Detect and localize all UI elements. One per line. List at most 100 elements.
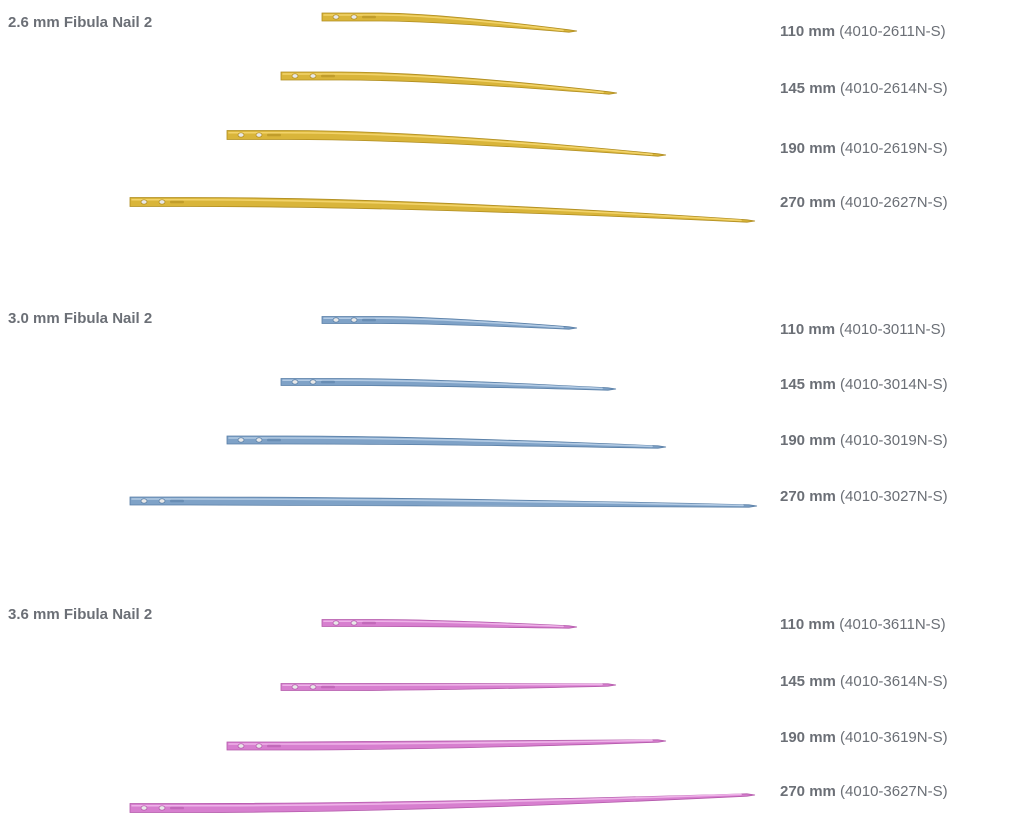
screw-hole [140, 805, 148, 811]
nail-highlight [323, 317, 564, 329]
nail-length: 110 mm [780, 23, 836, 40]
size-label: 110 mm (4010-3011N-S) [780, 321, 946, 338]
part-number: (4010-2611N-S) [839, 23, 946, 40]
nail-length: 270 mm [780, 194, 836, 211]
size-label: 270 mm (4010-2627N-S) [780, 194, 948, 211]
screw-hole [158, 498, 166, 504]
nail-body [226, 435, 667, 449]
nail-highlight [228, 131, 653, 156]
part-number: (4010-3011N-S) [839, 321, 946, 338]
nail-length: 145 mm [780, 673, 836, 690]
fibula-nail [321, 12, 578, 33]
screw-hole [140, 498, 148, 504]
nail-slot [362, 318, 376, 322]
nail-highlight [228, 739, 653, 745]
nail-body [280, 378, 617, 391]
nail-length: 145 mm [780, 376, 836, 393]
part-number: (4010-3027N-S) [840, 488, 948, 505]
screw-hole [140, 199, 148, 205]
size-label: 270 mm (4010-3627N-S) [780, 783, 948, 800]
fibula-nail [226, 435, 667, 449]
fibula-nail [280, 71, 618, 95]
part-number: (4010-3014N-S) [840, 376, 948, 393]
nail-slot [170, 806, 184, 810]
size-label: 190 mm (4010-3019N-S) [780, 432, 948, 449]
screw-hole [237, 743, 245, 749]
nail-highlight [282, 683, 603, 687]
nail-body [280, 71, 618, 95]
nail-slot [267, 133, 281, 137]
screw-hole [350, 317, 358, 323]
nail-slot [170, 200, 184, 204]
nail-length: 145 mm [780, 80, 836, 97]
screw-hole [255, 132, 263, 138]
nail-body [226, 130, 667, 157]
size-label: 145 mm (4010-3614N-S) [780, 673, 948, 690]
nail-slot [267, 744, 281, 748]
nail-slot [362, 621, 376, 625]
size-label: 270 mm (4010-3027N-S) [780, 488, 948, 505]
size-label: 190 mm (4010-3619N-S) [780, 729, 948, 746]
nail-highlight [131, 793, 742, 807]
size-label: 145 mm (4010-2614N-S) [780, 80, 948, 97]
nail-highlight [323, 14, 564, 32]
fibula-nail [280, 378, 617, 391]
screw-hole [309, 73, 317, 79]
group-title-3-6mm: 3.6 mm Fibula Nail 2 [8, 606, 153, 623]
nail-length: 270 mm [780, 783, 836, 800]
size-label: 145 mm (4010-3014N-S) [780, 376, 948, 393]
screw-hole [291, 379, 299, 385]
fibula-nail [321, 316, 578, 330]
nail-body [321, 12, 578, 33]
screw-hole [350, 620, 358, 626]
screw-hole [158, 805, 166, 811]
nail-slot [362, 15, 376, 19]
nail-slot [321, 685, 335, 689]
part-number: (4010-3619N-S) [840, 729, 948, 746]
screw-hole [255, 743, 263, 749]
fibula-nail [321, 619, 578, 629]
screw-hole [237, 437, 245, 443]
part-number: (4010-2619N-S) [840, 140, 948, 157]
nail-body [321, 316, 578, 330]
part-number: (4010-2614N-S) [840, 80, 948, 97]
screw-hole [332, 14, 340, 20]
fibula-nail [280, 683, 617, 691]
fibula-nail [129, 197, 756, 223]
nail-length: 110 mm [780, 616, 836, 633]
nail-highlight [282, 73, 604, 94]
nail-slot [321, 380, 335, 384]
nail-length: 110 mm [780, 321, 836, 338]
nail-highlight [131, 498, 744, 507]
screw-hole [332, 317, 340, 323]
screw-hole [158, 199, 166, 205]
group-title-2-6mm: 2.6 mm Fibula Nail 2 [8, 14, 153, 31]
screw-hole [291, 684, 299, 690]
part-number: (4010-3019N-S) [840, 432, 948, 449]
screw-hole [237, 132, 245, 138]
part-number: (4010-3611N-S) [839, 616, 946, 633]
nail-length: 190 mm [780, 140, 836, 157]
screw-hole [332, 620, 340, 626]
nail-length: 190 mm [780, 729, 836, 746]
group-title-3-0mm: 3.0 mm Fibula Nail 2 [8, 310, 153, 327]
nail-length: 270 mm [780, 488, 836, 505]
nail-slot [321, 74, 335, 78]
nail-length: 190 mm [780, 432, 836, 449]
fibula-nail [226, 130, 667, 157]
screw-hole [309, 379, 317, 385]
size-label: 110 mm (4010-2611N-S) [780, 23, 946, 40]
screw-hole [255, 437, 263, 443]
screw-hole [350, 14, 358, 20]
nail-highlight [131, 198, 742, 222]
size-label: 110 mm (4010-3611N-S) [780, 616, 946, 633]
part-number: (4010-3614N-S) [840, 673, 948, 690]
nail-highlight [323, 620, 564, 628]
nail-highlight [228, 437, 653, 448]
part-number: (4010-2627N-S) [840, 194, 948, 211]
screw-hole [291, 73, 299, 79]
nail-body [129, 197, 756, 223]
fibula-nail [129, 496, 758, 508]
nail-slot [267, 438, 281, 442]
